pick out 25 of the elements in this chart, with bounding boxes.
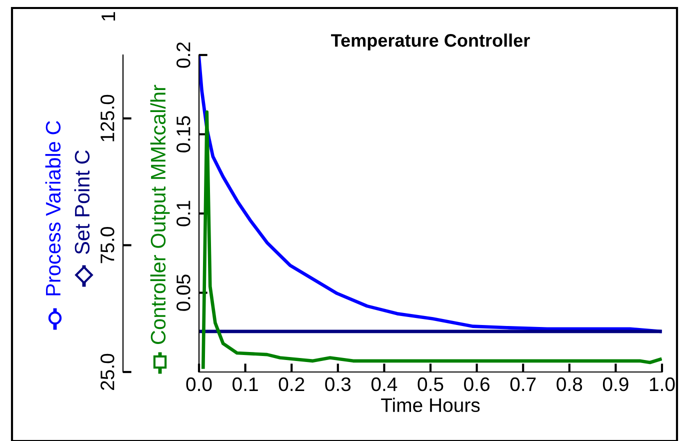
x-tick-label: 0.4 — [371, 377, 398, 392]
x-tick-label: 0.5 — [418, 377, 444, 392]
text: 1 — [102, 12, 116, 21]
y-tick-label: 0.05 — [176, 274, 190, 311]
y-tick-label: 0.1 — [176, 200, 190, 226]
y-tick-label: 0.2 — [176, 42, 190, 68]
line-series — [201, 110, 662, 369]
x-tick-label: 1.0 — [650, 377, 675, 392]
text: Process Variable C — [45, 121, 61, 296]
x-tick-label: 0.8 — [556, 377, 582, 392]
x-tick-label: 0.6 — [464, 377, 490, 392]
y2-tick-label: 25.0 — [100, 354, 114, 390]
y2-tick-label: 75.0 — [100, 227, 114, 264]
x-tick-label: 0.2 — [278, 377, 304, 392]
x-tick-label: 0.7 — [510, 377, 536, 392]
y-tick-label: 0.15 — [176, 116, 190, 152]
x-axis-title: Time Hours — [381, 398, 480, 412]
chart-title: Temperature Controller — [331, 34, 530, 50]
y2-tick-label: 125.0 — [100, 94, 114, 142]
text: Controller Output MMkcal/hr — [150, 84, 170, 344]
x-tick-label: 0.1 — [232, 377, 258, 392]
text: Set Point C — [74, 150, 90, 254]
x-tick-label: 0.9 — [602, 377, 628, 392]
x-tick-label: 0.3 — [325, 377, 351, 392]
x-tick-label: 0.0 — [186, 377, 212, 392]
